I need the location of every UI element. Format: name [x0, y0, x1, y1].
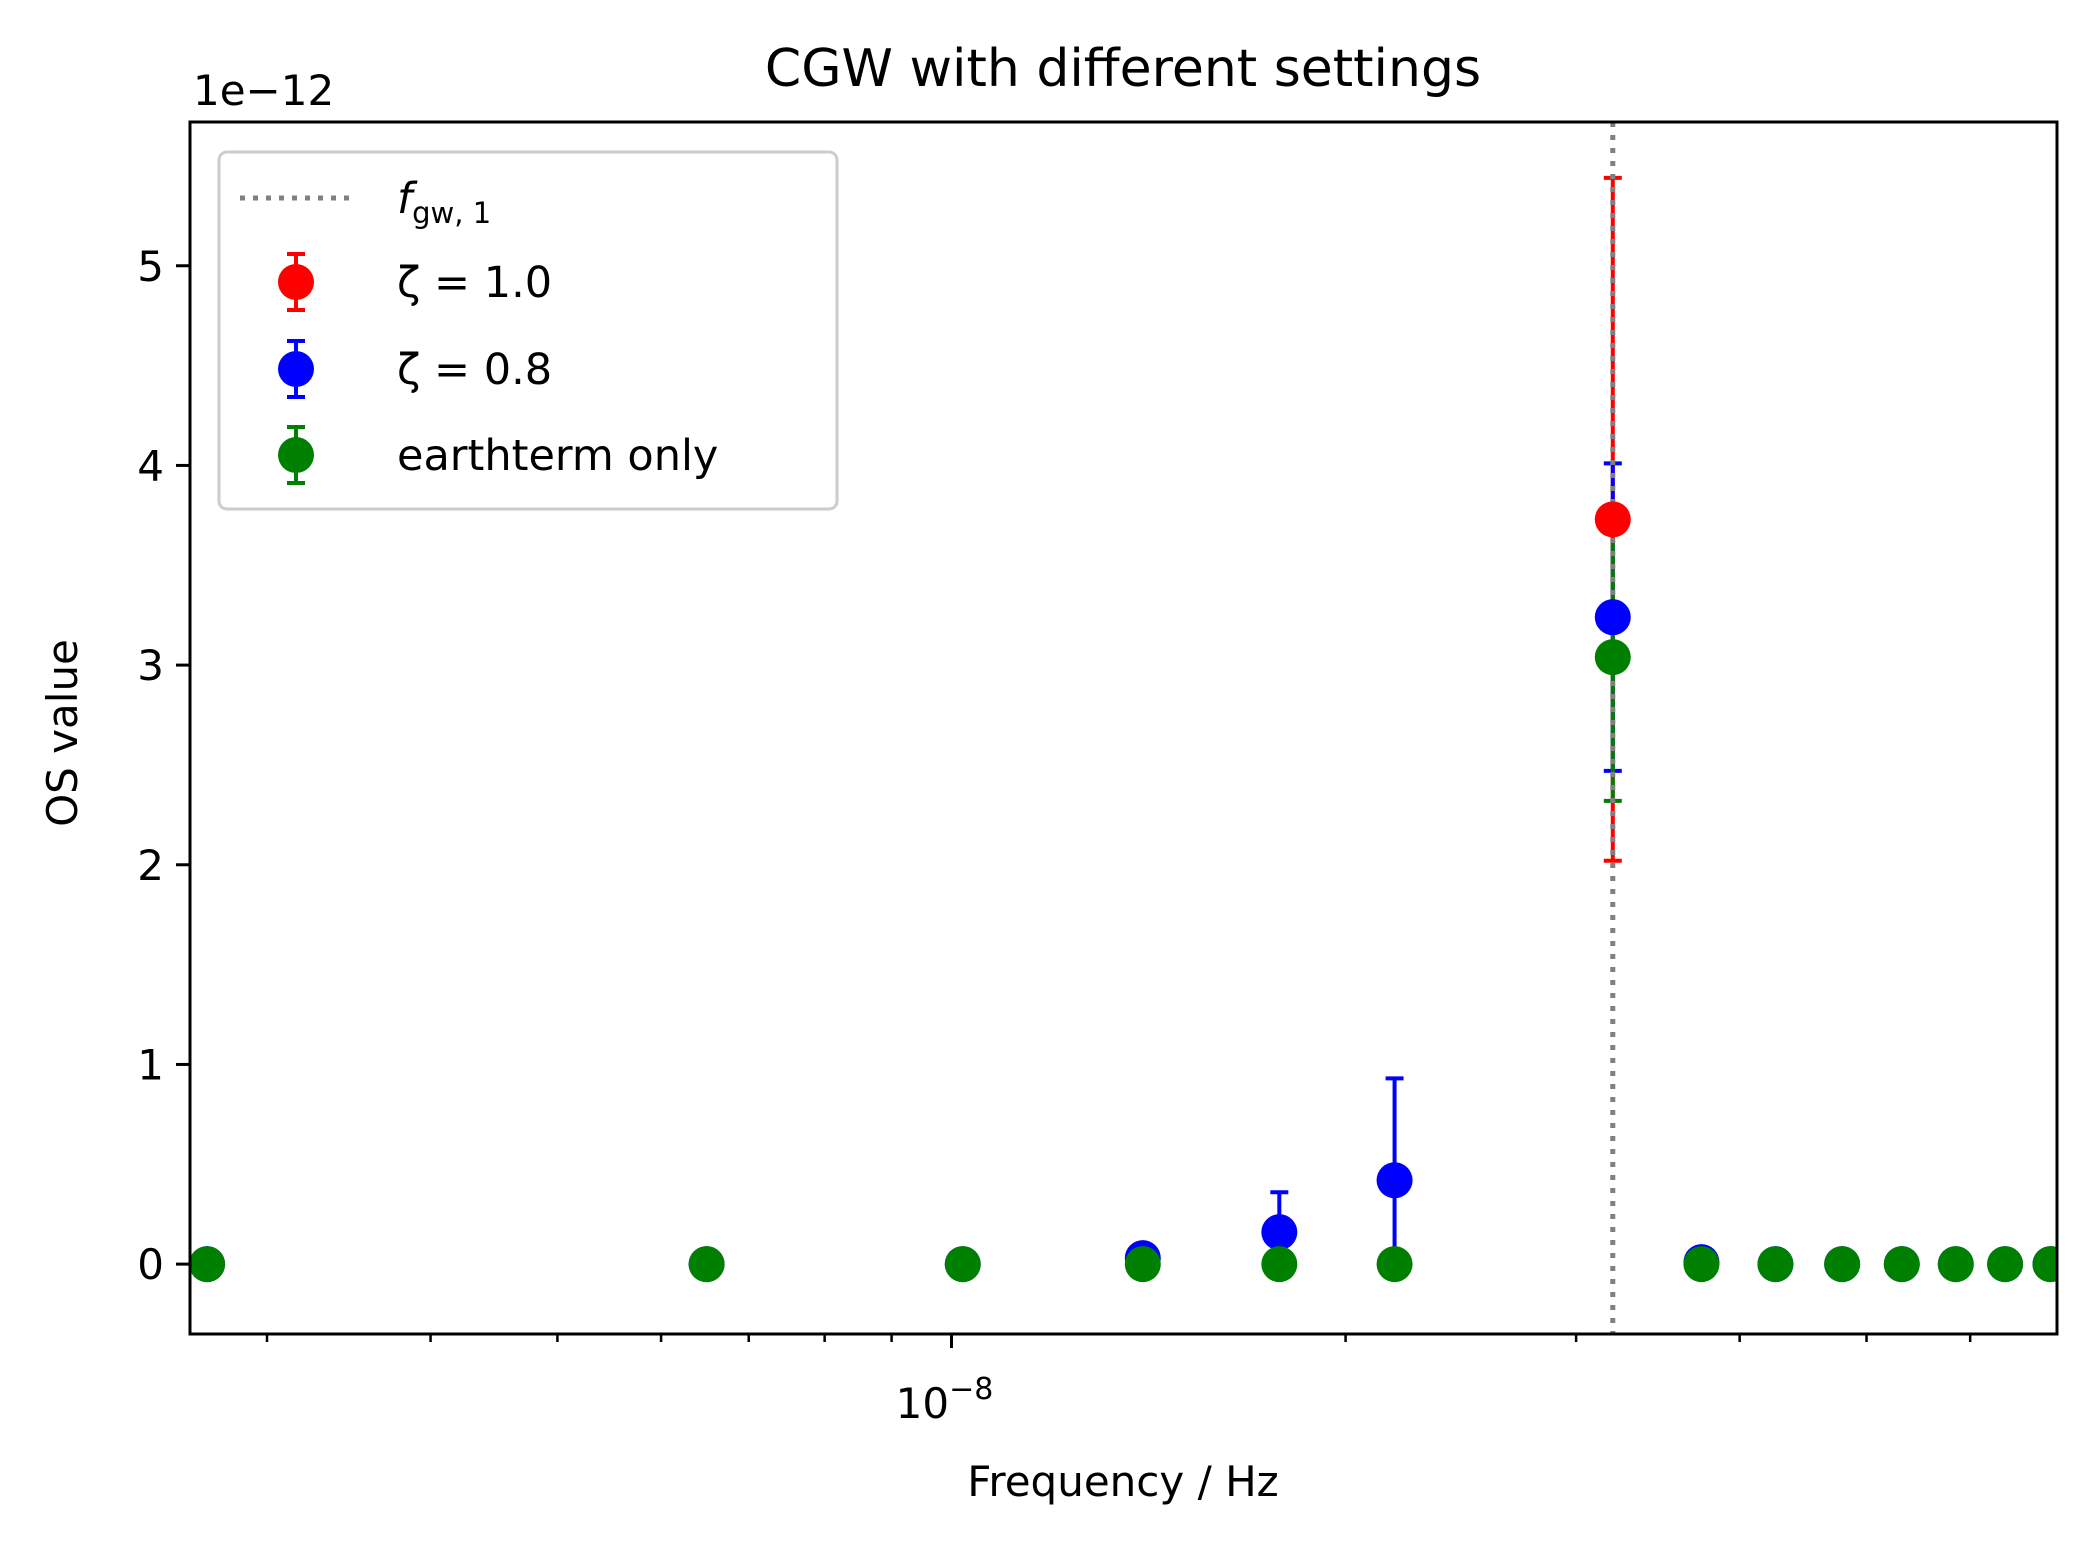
- y-axis-label: OS value: [38, 639, 87, 827]
- x-tick-label-base: 10: [896, 1379, 949, 1428]
- data-point: [1261, 1214, 1298, 1251]
- legend-marker: [278, 437, 314, 473]
- legend: fgw, 1 ζ = 1.0 ζ = 0.8 earthterm only: [217, 150, 839, 511]
- data-point: [944, 1246, 981, 1283]
- data-point: [1757, 1246, 1794, 1283]
- x-axis: 10−8: [265, 1334, 1972, 1428]
- data-point: [1124, 1246, 1161, 1283]
- y-offset-label: 1e−12: [193, 66, 334, 115]
- data-point: [688, 1246, 725, 1283]
- y-tick-label: 4: [137, 441, 164, 490]
- y-tick-label: 5: [137, 242, 164, 291]
- legend-marker: [278, 264, 314, 300]
- data-point: [1261, 1246, 1298, 1283]
- legend-label: ζ = 1.0: [397, 258, 552, 308]
- data-point: [1594, 639, 1631, 676]
- x-tick-label: 10−8: [896, 1372, 994, 1428]
- x-axis-label: Frequency / Hz: [967, 1457, 1278, 1506]
- y-axis: 0 1 2 3 4 5: [137, 242, 190, 1289]
- data-point: [1376, 1162, 1413, 1199]
- legend-label: ζ = 0.8: [397, 345, 552, 395]
- data-point: [1376, 1246, 1413, 1283]
- data-point: [2032, 1246, 2057, 1283]
- plot-content: [190, 122, 2057, 1334]
- data-point: [1987, 1246, 2024, 1283]
- data-point: [1883, 1246, 1920, 1283]
- y-tick-label: 2: [137, 841, 164, 890]
- data-point: [1937, 1246, 1974, 1283]
- data-point: [1594, 599, 1631, 636]
- axes-frame: [188, 120, 2059, 1336]
- legend-frame: [217, 150, 839, 511]
- data-point: [1594, 501, 1631, 538]
- data-point: [1824, 1246, 1861, 1283]
- data-point: [190, 1246, 226, 1283]
- y-tick-label: 3: [137, 641, 164, 690]
- chart-title: CGW with different settings: [765, 39, 1481, 99]
- legend-fgw-sub: gw, 1: [412, 196, 491, 230]
- data-point: [1683, 1246, 1720, 1283]
- legend-markers: ζ = 1.0 ζ = 0.8 earthterm only: [278, 252, 718, 485]
- plot-area: [190, 122, 2057, 1334]
- legend-marker: [278, 351, 314, 387]
- x-tick-label-exponent: −8: [949, 1372, 993, 1407]
- y-tick-label: 1: [137, 1040, 164, 1089]
- y-tick-label: 0: [137, 1240, 164, 1289]
- legend-label-fgw: fgw, 1: [397, 174, 491, 230]
- legend-label: earthterm only: [397, 431, 718, 481]
